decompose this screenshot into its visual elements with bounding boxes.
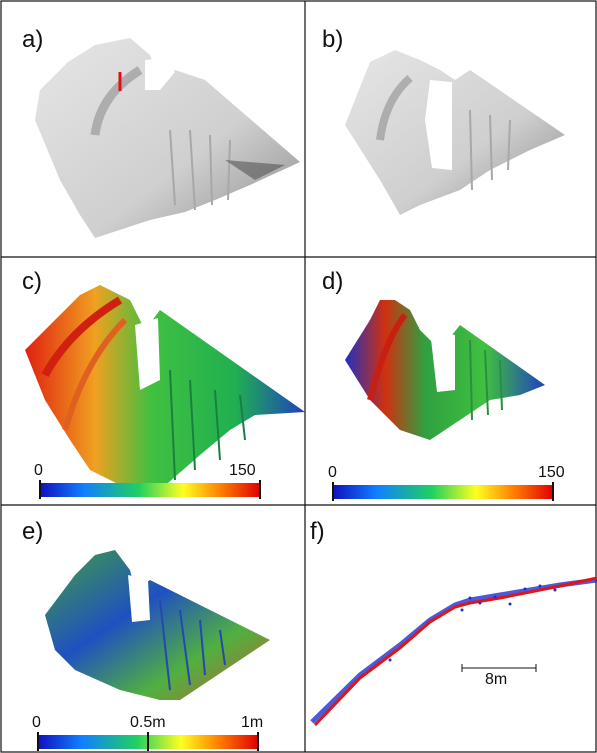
scalebar-f	[461, 664, 537, 672]
panel-f-profile	[310, 576, 597, 727]
panel-e-pointcloud	[45, 550, 270, 700]
panel-label-a: a)	[22, 26, 44, 53]
panel-c-pointcloud	[25, 285, 305, 490]
colorbar-c-max-label: 150	[229, 462, 256, 479]
colorbar-c-min-label: 0	[34, 462, 43, 479]
panel-b-pointcloud	[345, 50, 565, 215]
panel-label-b: b)	[322, 26, 344, 53]
colorbar-d-min-label: 0	[328, 464, 337, 481]
colorbar-d	[333, 485, 553, 499]
colorbar-e-mid-label: 0.5m	[130, 714, 166, 731]
panel-a-pointcloud	[35, 38, 300, 238]
colorbar-d-max-label: 150	[538, 464, 565, 481]
panel-label-c: c)	[22, 268, 42, 295]
panel-label-d: d)	[322, 268, 344, 295]
colorbar-c	[40, 483, 260, 497]
colorbar-e-min-label: 0	[32, 714, 41, 731]
panel-label-f: f)	[310, 518, 325, 545]
colorbar-e-max-label: 1m	[241, 714, 264, 731]
scalebar-f-label: 8m	[485, 671, 508, 688]
panel-label-e: e)	[22, 518, 44, 545]
panel-d-pointcloud	[345, 300, 545, 440]
